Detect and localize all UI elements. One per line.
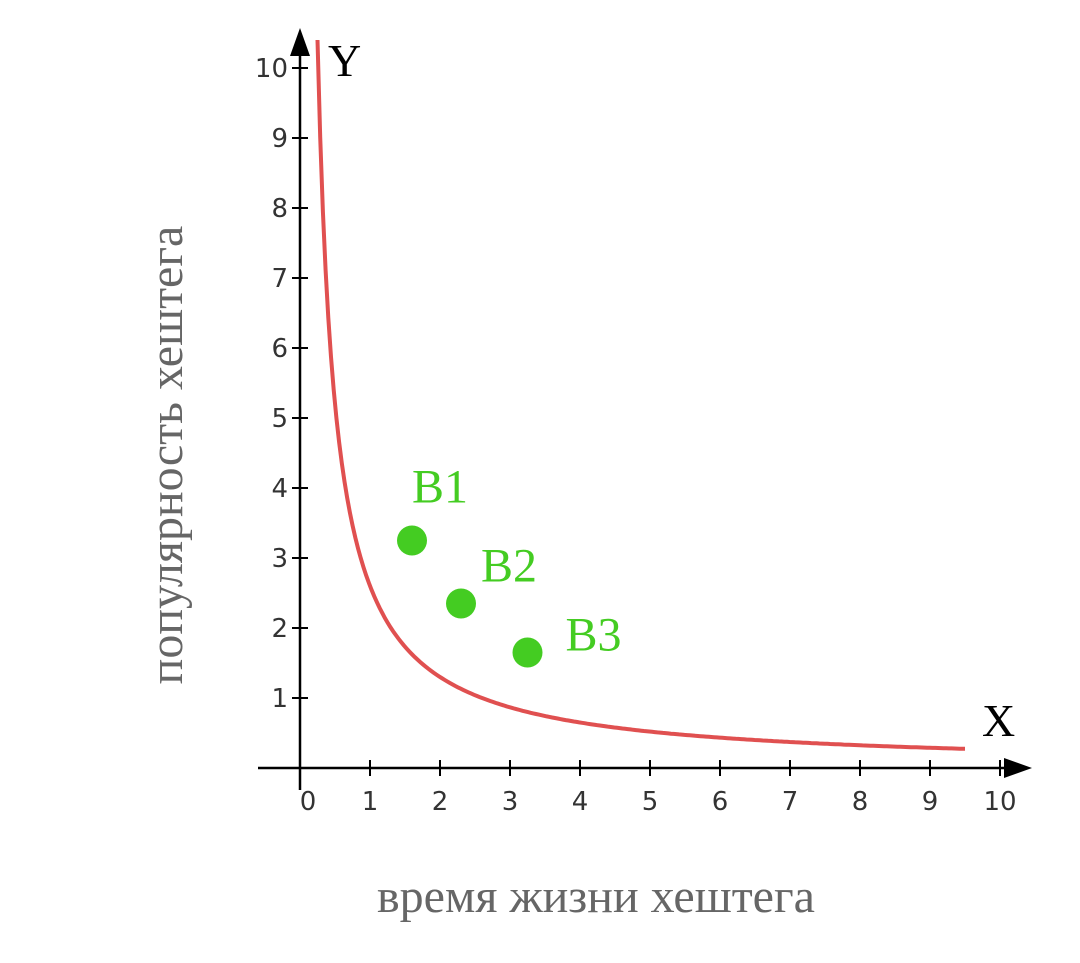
y-tick-label: 3: [271, 544, 288, 574]
data-point-b3: [512, 637, 543, 668]
axes: [258, 28, 1032, 790]
x-tick-label: 7: [782, 787, 799, 817]
x-ticks: 0 1 2 3 4 5 6 7 8 9 10: [299, 760, 1017, 817]
x-axis-title: время жизни хештега: [377, 870, 815, 923]
x-tick-label: 8: [852, 787, 869, 817]
data-point-b2: [446, 588, 476, 619]
y-tick-label: 1: [271, 684, 288, 714]
y-axis-letter: Y: [328, 35, 361, 86]
y-tick-label: 6: [271, 334, 288, 364]
y-tick-label: 5: [271, 404, 288, 434]
x-tick-label: 5: [642, 787, 659, 817]
y-tick-label: 9: [271, 124, 288, 154]
x-tick-label: 0: [300, 787, 317, 817]
y-axis-title: популярность хештега: [140, 226, 193, 685]
y-tick-label: 2: [271, 614, 288, 644]
x-axis-arrow: [1004, 758, 1032, 778]
data-point-b1: [397, 525, 427, 556]
y-tick-label: 4: [271, 474, 288, 504]
x-tick-label: 1: [362, 787, 379, 817]
point-label-b1: B1: [412, 461, 468, 514]
x-tick-label: 3: [502, 787, 519, 817]
point-label-b3: B3: [566, 609, 622, 662]
point-label-b2: B2: [481, 540, 537, 593]
y-tick-label: 8: [271, 194, 288, 224]
y-tick-label: 10: [255, 54, 288, 84]
x-tick-label: 9: [922, 787, 939, 817]
y-tick-label: 7: [271, 264, 288, 294]
x-tick-label: 10: [983, 787, 1016, 817]
y-ticks: 1 2 3 4 5 6 7 8 9 10: [255, 54, 308, 714]
curve-line: [315, 39, 965, 751]
x-tick-label: 6: [712, 787, 729, 817]
x-axis-letter: X: [982, 695, 1015, 746]
x-tick-label: 2: [432, 787, 449, 817]
y-axis-arrow: [290, 28, 310, 56]
x-tick-label: 4: [572, 787, 589, 817]
